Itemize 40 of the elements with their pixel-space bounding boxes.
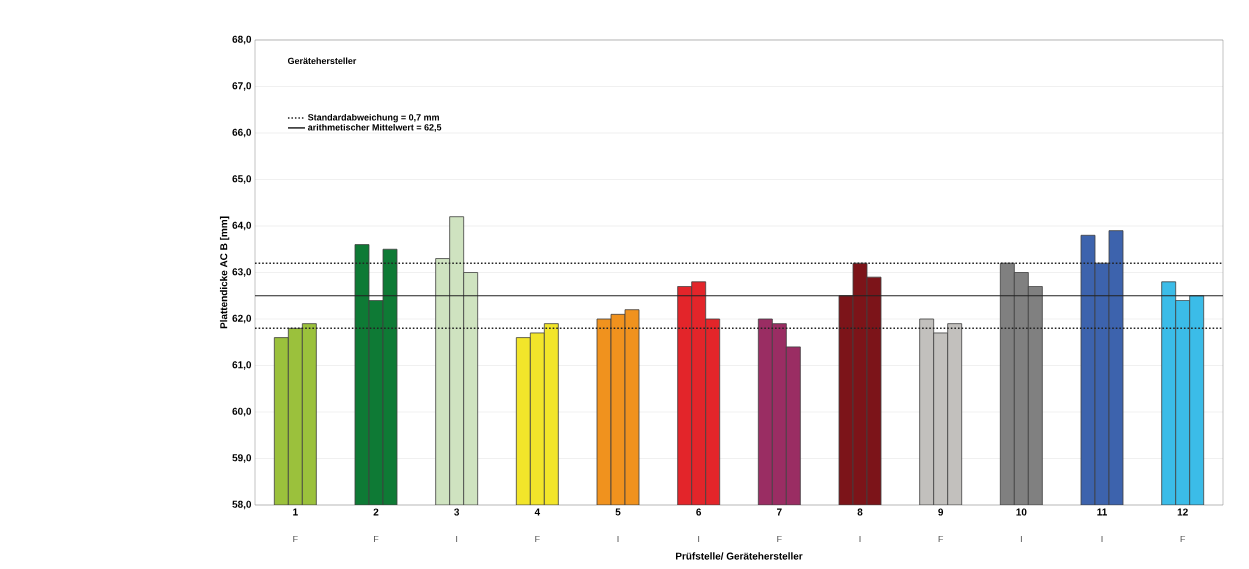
y-tick-label: 67,0 bbox=[232, 82, 252, 91]
x-tick-label: 5 bbox=[615, 508, 621, 516]
x-tick-label: 3 bbox=[454, 508, 460, 516]
y-tick-label: 58,0 bbox=[232, 500, 252, 510]
text: I bbox=[617, 535, 619, 543]
x-tick-label: 6 bbox=[696, 508, 702, 516]
text: F bbox=[1180, 535, 1186, 543]
text: F bbox=[293, 535, 298, 543]
y-tick-label: 64,0 bbox=[232, 221, 252, 231]
annotation: Gerätehersteller bbox=[287, 57, 357, 65]
legend-label: arithmetischer Mittelwert = 62,5 bbox=[307, 123, 442, 132]
x-tick-label: 2 bbox=[373, 508, 379, 516]
y-tick-label: 65,0 bbox=[232, 175, 252, 184]
x-tick-label: 7 bbox=[776, 508, 782, 516]
text: F bbox=[374, 535, 379, 543]
text: I bbox=[1020, 535, 1022, 543]
text: F bbox=[777, 535, 782, 543]
y-tick-label: 62,0 bbox=[232, 314, 252, 324]
x-tick-label: 12 bbox=[1177, 508, 1188, 516]
annotation: Standardabweichung = 0,7 mm bbox=[307, 113, 439, 123]
text: I bbox=[1101, 535, 1103, 543]
x-tick-label: 1 bbox=[293, 508, 298, 516]
text: I bbox=[456, 535, 458, 543]
x-tick-label: 11 bbox=[1097, 508, 1107, 516]
y-tick-label: 60,0 bbox=[232, 407, 252, 417]
y-tick-label: 66,0 bbox=[232, 128, 252, 138]
y-tick-label: 59,0 bbox=[232, 454, 252, 463]
y-tick-label: 61,0 bbox=[232, 361, 252, 370]
x-tick-label: 4 bbox=[534, 508, 541, 516]
text: F bbox=[535, 535, 540, 543]
text: F bbox=[938, 535, 944, 543]
x-tick-label: 10 bbox=[1016, 508, 1027, 516]
x-tick-label: 8 bbox=[857, 508, 863, 516]
y-tick-label: 68,0 bbox=[232, 35, 252, 45]
y-axis-title: Plattendicke AC B [mm] bbox=[219, 216, 230, 329]
text: I bbox=[698, 535, 700, 543]
text: I bbox=[859, 535, 861, 543]
x-tick-label: 9 bbox=[938, 508, 944, 516]
y-tick-label: 63,0 bbox=[232, 268, 252, 277]
x-axis-title: Prüfstelle/ Gerätehersteller bbox=[676, 552, 803, 560]
